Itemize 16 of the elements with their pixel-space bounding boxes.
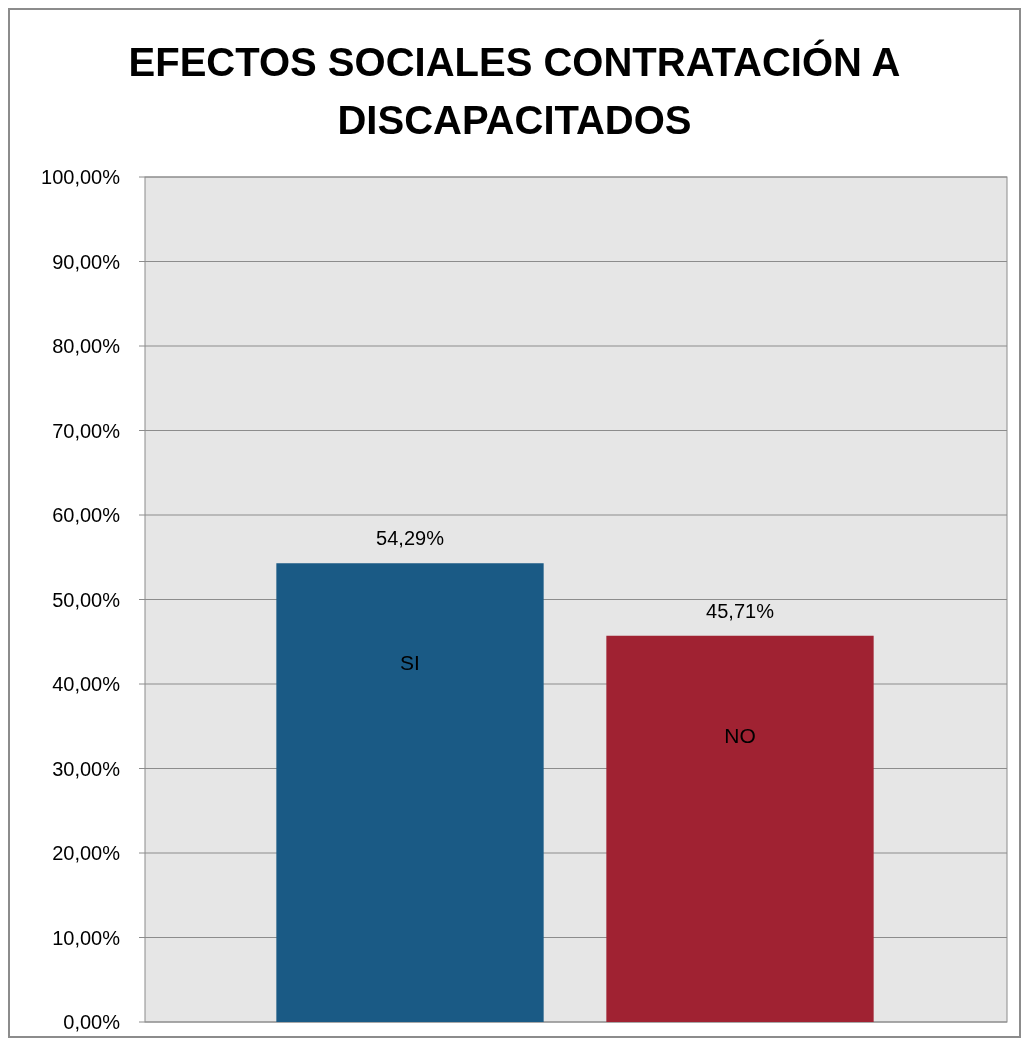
y-tick-label: 0,00%	[63, 1011, 121, 1033]
x-tick-label: SI	[400, 651, 420, 675]
y-tick-label: 100,00%	[41, 166, 121, 188]
y-tick-label: 50,00%	[52, 588, 121, 611]
y-tick-label: 60,00%	[52, 504, 121, 526]
y-tick-label: 70,00%	[52, 419, 121, 442]
data-label: 45,71%	[706, 599, 775, 622]
y-tick-label: 80,00%	[52, 335, 121, 357]
y-tick-label: 30,00%	[52, 757, 121, 780]
y-tick-label: 90,00%	[52, 250, 121, 273]
y-tick-label: 20,00%	[52, 842, 121, 864]
data-label: 54,29%	[376, 527, 445, 550]
x-tick-label: NO	[724, 723, 756, 747]
chart-title: EFECTOS SOCIALES CONTRATACIÓN A DISCAPACITADOS	[128, 39, 901, 142]
y-tick-label: 40,00%	[52, 673, 121, 695]
y-tick-label: 10,00%	[52, 926, 121, 949]
